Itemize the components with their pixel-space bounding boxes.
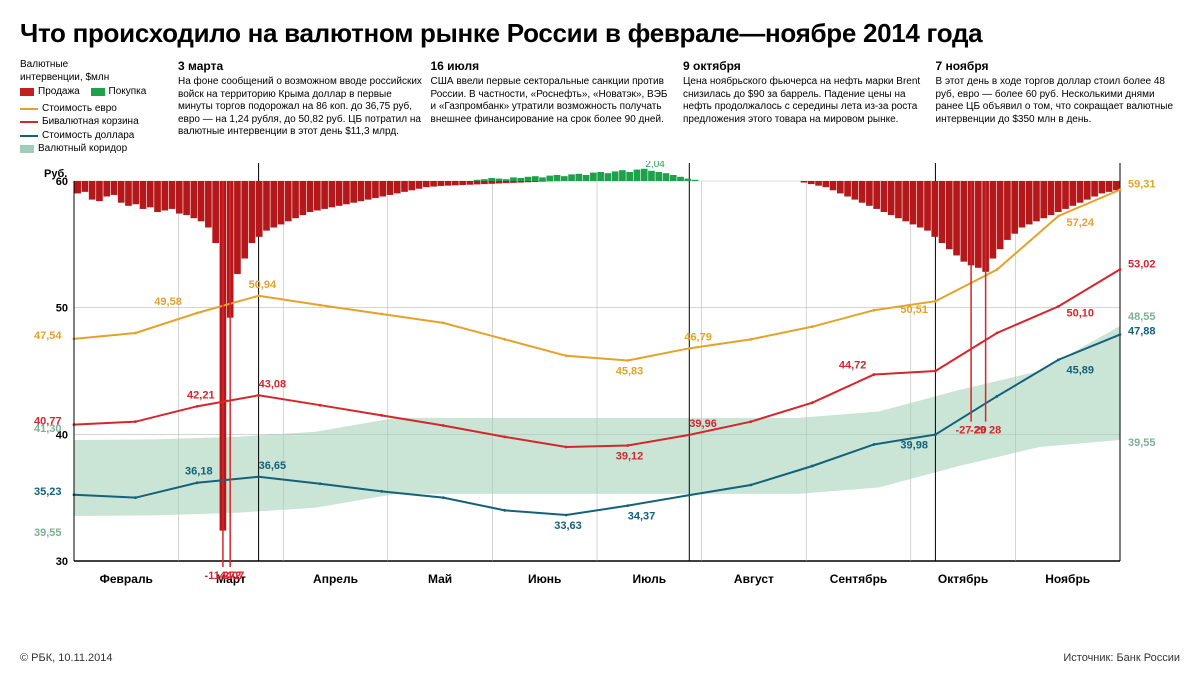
svg-text:30: 30 bbox=[56, 556, 68, 568]
svg-text:39,55: 39,55 bbox=[1128, 437, 1156, 449]
svg-text:Руб.: Руб. bbox=[44, 168, 67, 180]
svg-text:50,94: 50,94 bbox=[249, 278, 277, 290]
footer-right: Источник: Банк России bbox=[1063, 652, 1180, 664]
header-row: Валютные интервенции, $млн Продажа Покуп… bbox=[20, 59, 1180, 157]
legend-intervention-title: Валютные интервенции, $млн bbox=[20, 59, 170, 84]
svg-text:50: 50 bbox=[56, 302, 68, 314]
event-0-text: На фоне сообщений о возможном вводе росс… bbox=[178, 76, 423, 139]
svg-text:39,96: 39,96 bbox=[689, 417, 717, 429]
event-3-date: 7 ноября bbox=[936, 59, 1181, 74]
svg-text:50,51: 50,51 bbox=[900, 304, 928, 316]
svg-text:53,02: 53,02 bbox=[1128, 258, 1156, 270]
svg-text:45,83: 45,83 bbox=[616, 365, 644, 377]
svg-text:Май: Май bbox=[428, 572, 452, 586]
svg-text:57,24: 57,24 bbox=[1066, 216, 1094, 228]
svg-text:Апрель: Апрель bbox=[313, 572, 358, 586]
event-0: 3 марта На фоне сообщений о возможном вво… bbox=[178, 59, 423, 157]
svg-text:33,63: 33,63 bbox=[554, 520, 582, 532]
svg-text:39,12: 39,12 bbox=[616, 450, 644, 462]
event-3: 7 ноября В этот день в ходе торгов доллар… bbox=[936, 59, 1181, 157]
event-1: 16 июля США ввели первые секторальные сан… bbox=[431, 59, 676, 157]
svg-text:-29 28: -29 28 bbox=[970, 424, 1001, 436]
legend-corridor-swatch bbox=[20, 145, 34, 153]
svg-text:Июль: Июль bbox=[633, 572, 667, 586]
svg-text:2,04: 2,04 bbox=[645, 161, 665, 170]
chart-svg: 30405060Руб.ФевральМартАпрельМайИюньИюль… bbox=[20, 161, 1180, 601]
svg-text:Июнь: Июнь bbox=[528, 572, 562, 586]
svg-text:36,65: 36,65 bbox=[259, 459, 287, 471]
svg-text:39,55: 39,55 bbox=[34, 527, 62, 539]
event-2-text: Цена ноябрьского фьючерса на нефть марки… bbox=[683, 76, 928, 126]
svg-text:35,23: 35,23 bbox=[34, 485, 62, 497]
legend-euro-label: Стоимость евро bbox=[42, 103, 117, 116]
footer-left: © РБК, 10.11.2014 bbox=[20, 652, 112, 664]
legend-dollar-label: Стоимость доллара bbox=[42, 130, 134, 143]
svg-text:Октябрь: Октябрь bbox=[938, 572, 988, 586]
event-1-date: 16 июля bbox=[431, 59, 676, 74]
svg-text:-4407: -4407 bbox=[216, 570, 244, 582]
legend-dollar-line bbox=[20, 135, 38, 137]
svg-text:50,10: 50,10 bbox=[1066, 307, 1094, 319]
legend-sale-label: Продажа bbox=[38, 86, 80, 99]
event-1-text: США ввели первые секторальные санкции пр… bbox=[431, 76, 676, 126]
legend-basket-label: Бивалютная корзина bbox=[42, 116, 139, 129]
svg-text:49,58: 49,58 bbox=[154, 295, 182, 307]
chart-area: 30405060Руб.ФевральМартАпрельМайИюньИюль… bbox=[20, 161, 1180, 601]
legend-purchase-swatch bbox=[91, 88, 105, 96]
svg-text:34,37: 34,37 bbox=[628, 510, 656, 522]
svg-text:Сентябрь: Сентябрь bbox=[830, 572, 888, 586]
event-0-date: 3 марта bbox=[178, 59, 423, 74]
svg-text:59,31: 59,31 bbox=[1128, 178, 1156, 190]
svg-text:42,21: 42,21 bbox=[187, 389, 215, 401]
svg-text:47,54: 47,54 bbox=[34, 329, 62, 341]
svg-text:48,55: 48,55 bbox=[1128, 311, 1156, 323]
legend-euro-line bbox=[20, 108, 38, 110]
event-2: 9 октября Цена ноябрьского фьючерса на не… bbox=[683, 59, 928, 157]
chart-title: Что происходило на валютном рынке России… bbox=[20, 18, 1180, 49]
svg-text:46,79: 46,79 bbox=[684, 331, 712, 343]
legend-basket-line bbox=[20, 121, 38, 123]
svg-text:36,18: 36,18 bbox=[185, 465, 213, 477]
svg-text:Февраль: Февраль bbox=[100, 572, 153, 586]
event-2-date: 9 октября bbox=[683, 59, 928, 74]
svg-text:Ноябрь: Ноябрь bbox=[1045, 572, 1090, 586]
svg-text:39,98: 39,98 bbox=[900, 439, 928, 451]
legend-purchase-label: Покупка bbox=[109, 86, 147, 99]
legend-block: Валютные интервенции, $млн Продажа Покуп… bbox=[20, 59, 170, 157]
legend-corridor-label: Валютный коридор bbox=[38, 143, 127, 156]
svg-text:45,89: 45,89 bbox=[1066, 364, 1094, 376]
svg-text:Август: Август bbox=[734, 572, 774, 586]
svg-text:41,30: 41,30 bbox=[34, 422, 62, 434]
event-3-text: В этот день в ходе торгов доллар стоил б… bbox=[936, 76, 1181, 126]
svg-text:43,08: 43,08 bbox=[259, 378, 287, 390]
svg-text:47,88: 47,88 bbox=[1128, 325, 1156, 337]
svg-text:44,72: 44,72 bbox=[839, 359, 867, 371]
legend-sale-swatch bbox=[20, 88, 34, 96]
